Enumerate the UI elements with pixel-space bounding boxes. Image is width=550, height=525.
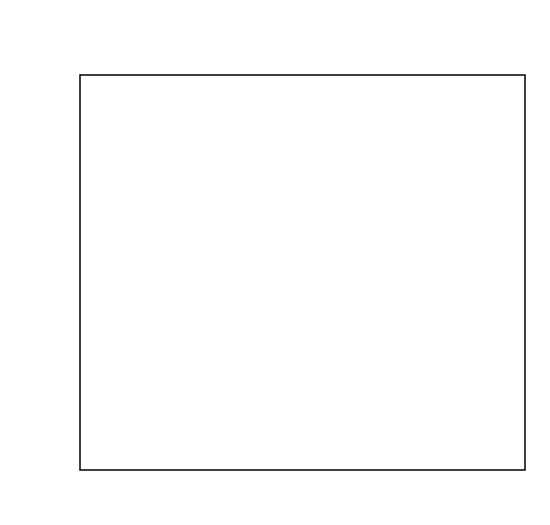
chart-container: [0, 0, 550, 525]
plot-frame: [80, 75, 525, 470]
chart-svg: [0, 0, 550, 525]
